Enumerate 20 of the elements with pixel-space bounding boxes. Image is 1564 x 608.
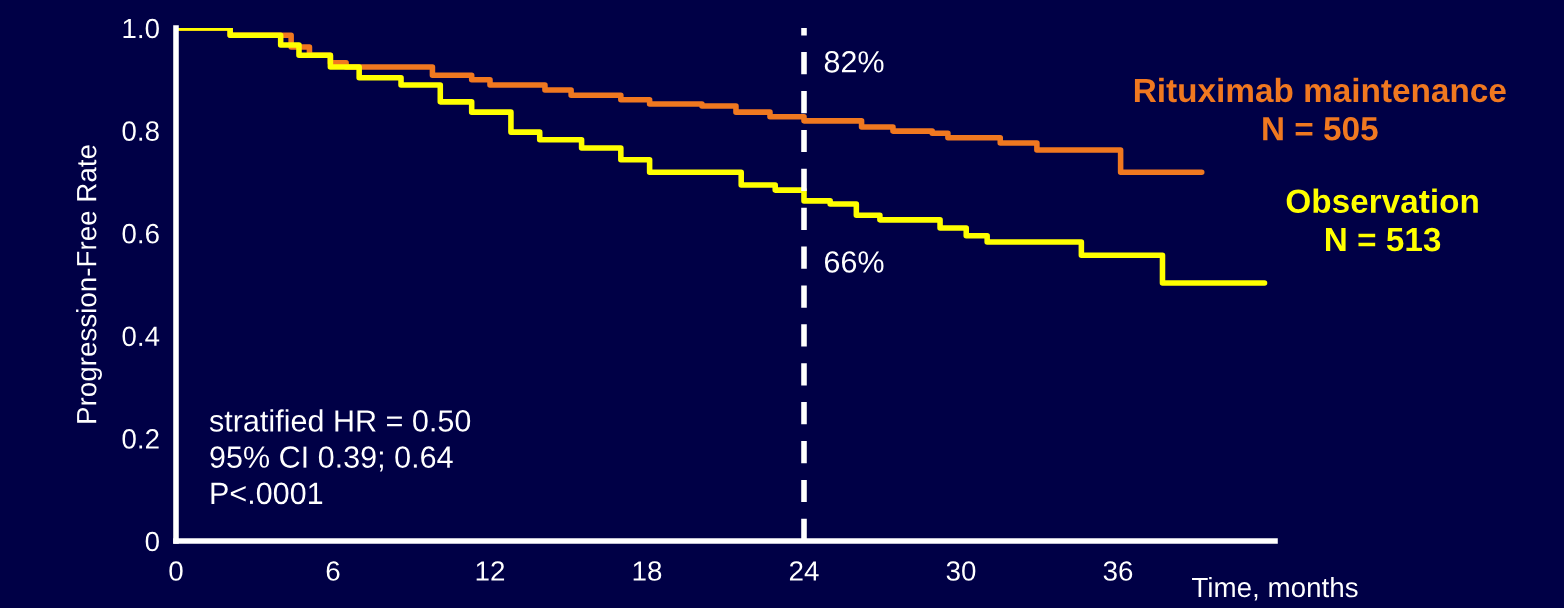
x-tick-label: 18 [633,561,662,581]
annotation: stratified HR = 0.50 95% CI 0.39; 0.64 P<.0001 [209,409,471,505]
x-tick-label: 6 [326,561,340,581]
x-axis-title: Time, months [1192,576,1358,601]
x-tick-label: 12 [476,561,505,581]
y-tick-label: 0 [145,531,159,552]
y-axis-title: Progression-Free Rate [76,145,102,423]
y-tick-label: 0.6 [122,223,159,244]
x-tick-label: 30 [946,561,976,581]
series-label: Rituximab maintenance N = 505 [1134,77,1506,141]
x-tick-label: 36 [1103,561,1133,581]
y-tick-label: 1.0 [123,18,159,39]
annotation: 66% [825,251,884,273]
y-tick-label: 0.8 [122,121,159,141]
series-label: Observation N = 513 [1286,188,1478,252]
x-tick-label: 24 [789,561,819,581]
y-tick-label: 0.4 [122,326,160,347]
y-tick-label: 0.2 [122,429,159,449]
x-tick-label: 0 [169,561,183,581]
annotation: 82% [824,51,884,73]
